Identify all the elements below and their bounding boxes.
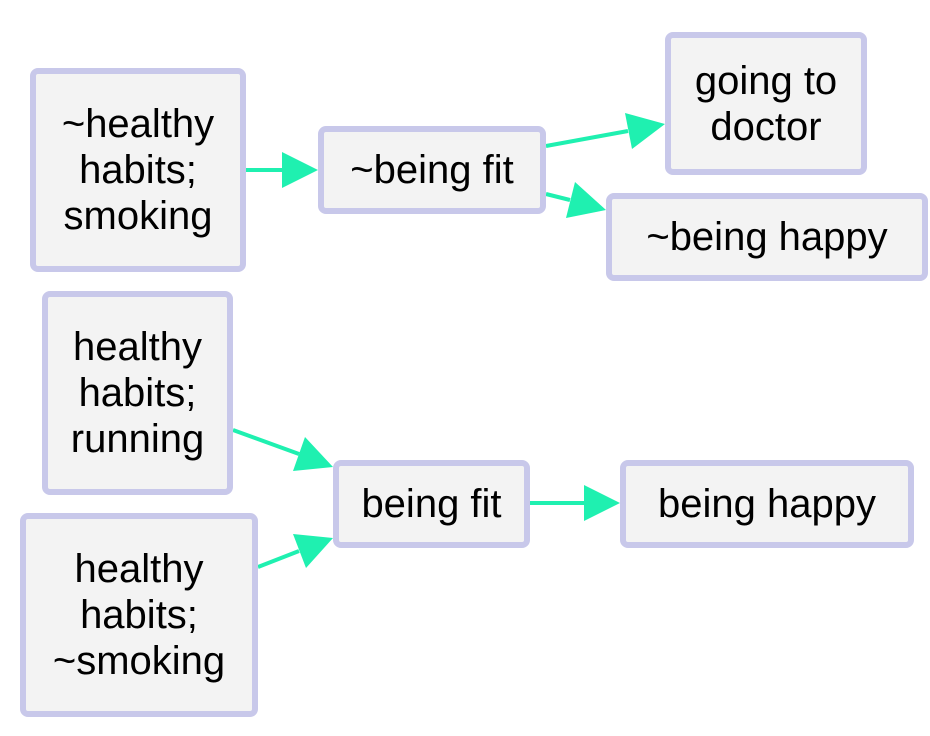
edge-n6-n7 bbox=[257, 534, 333, 569]
edge-n7-n8 bbox=[530, 485, 620, 521]
node-being-fit: being fit bbox=[333, 460, 530, 548]
node-going-to-doctor: going to doctor bbox=[665, 32, 867, 175]
edge-n2-n4 bbox=[545, 182, 606, 218]
node-healthy-habits-running: healthy habits; running bbox=[42, 291, 233, 495]
node-healthy-habits-not-smoking: healthy habits; ~smoking bbox=[20, 513, 258, 717]
edge-n1-n2 bbox=[246, 152, 318, 188]
node-being-happy: being happy bbox=[620, 460, 914, 548]
node-not-being-fit: ~being fit bbox=[318, 126, 546, 214]
node-not-being-happy: ~being happy bbox=[606, 193, 928, 281]
edge-n5-n7 bbox=[232, 428, 333, 471]
edge-n2-n3 bbox=[545, 113, 665, 149]
node-not-healthy-habits-smoking: ~healthy habits; smoking bbox=[30, 68, 246, 272]
